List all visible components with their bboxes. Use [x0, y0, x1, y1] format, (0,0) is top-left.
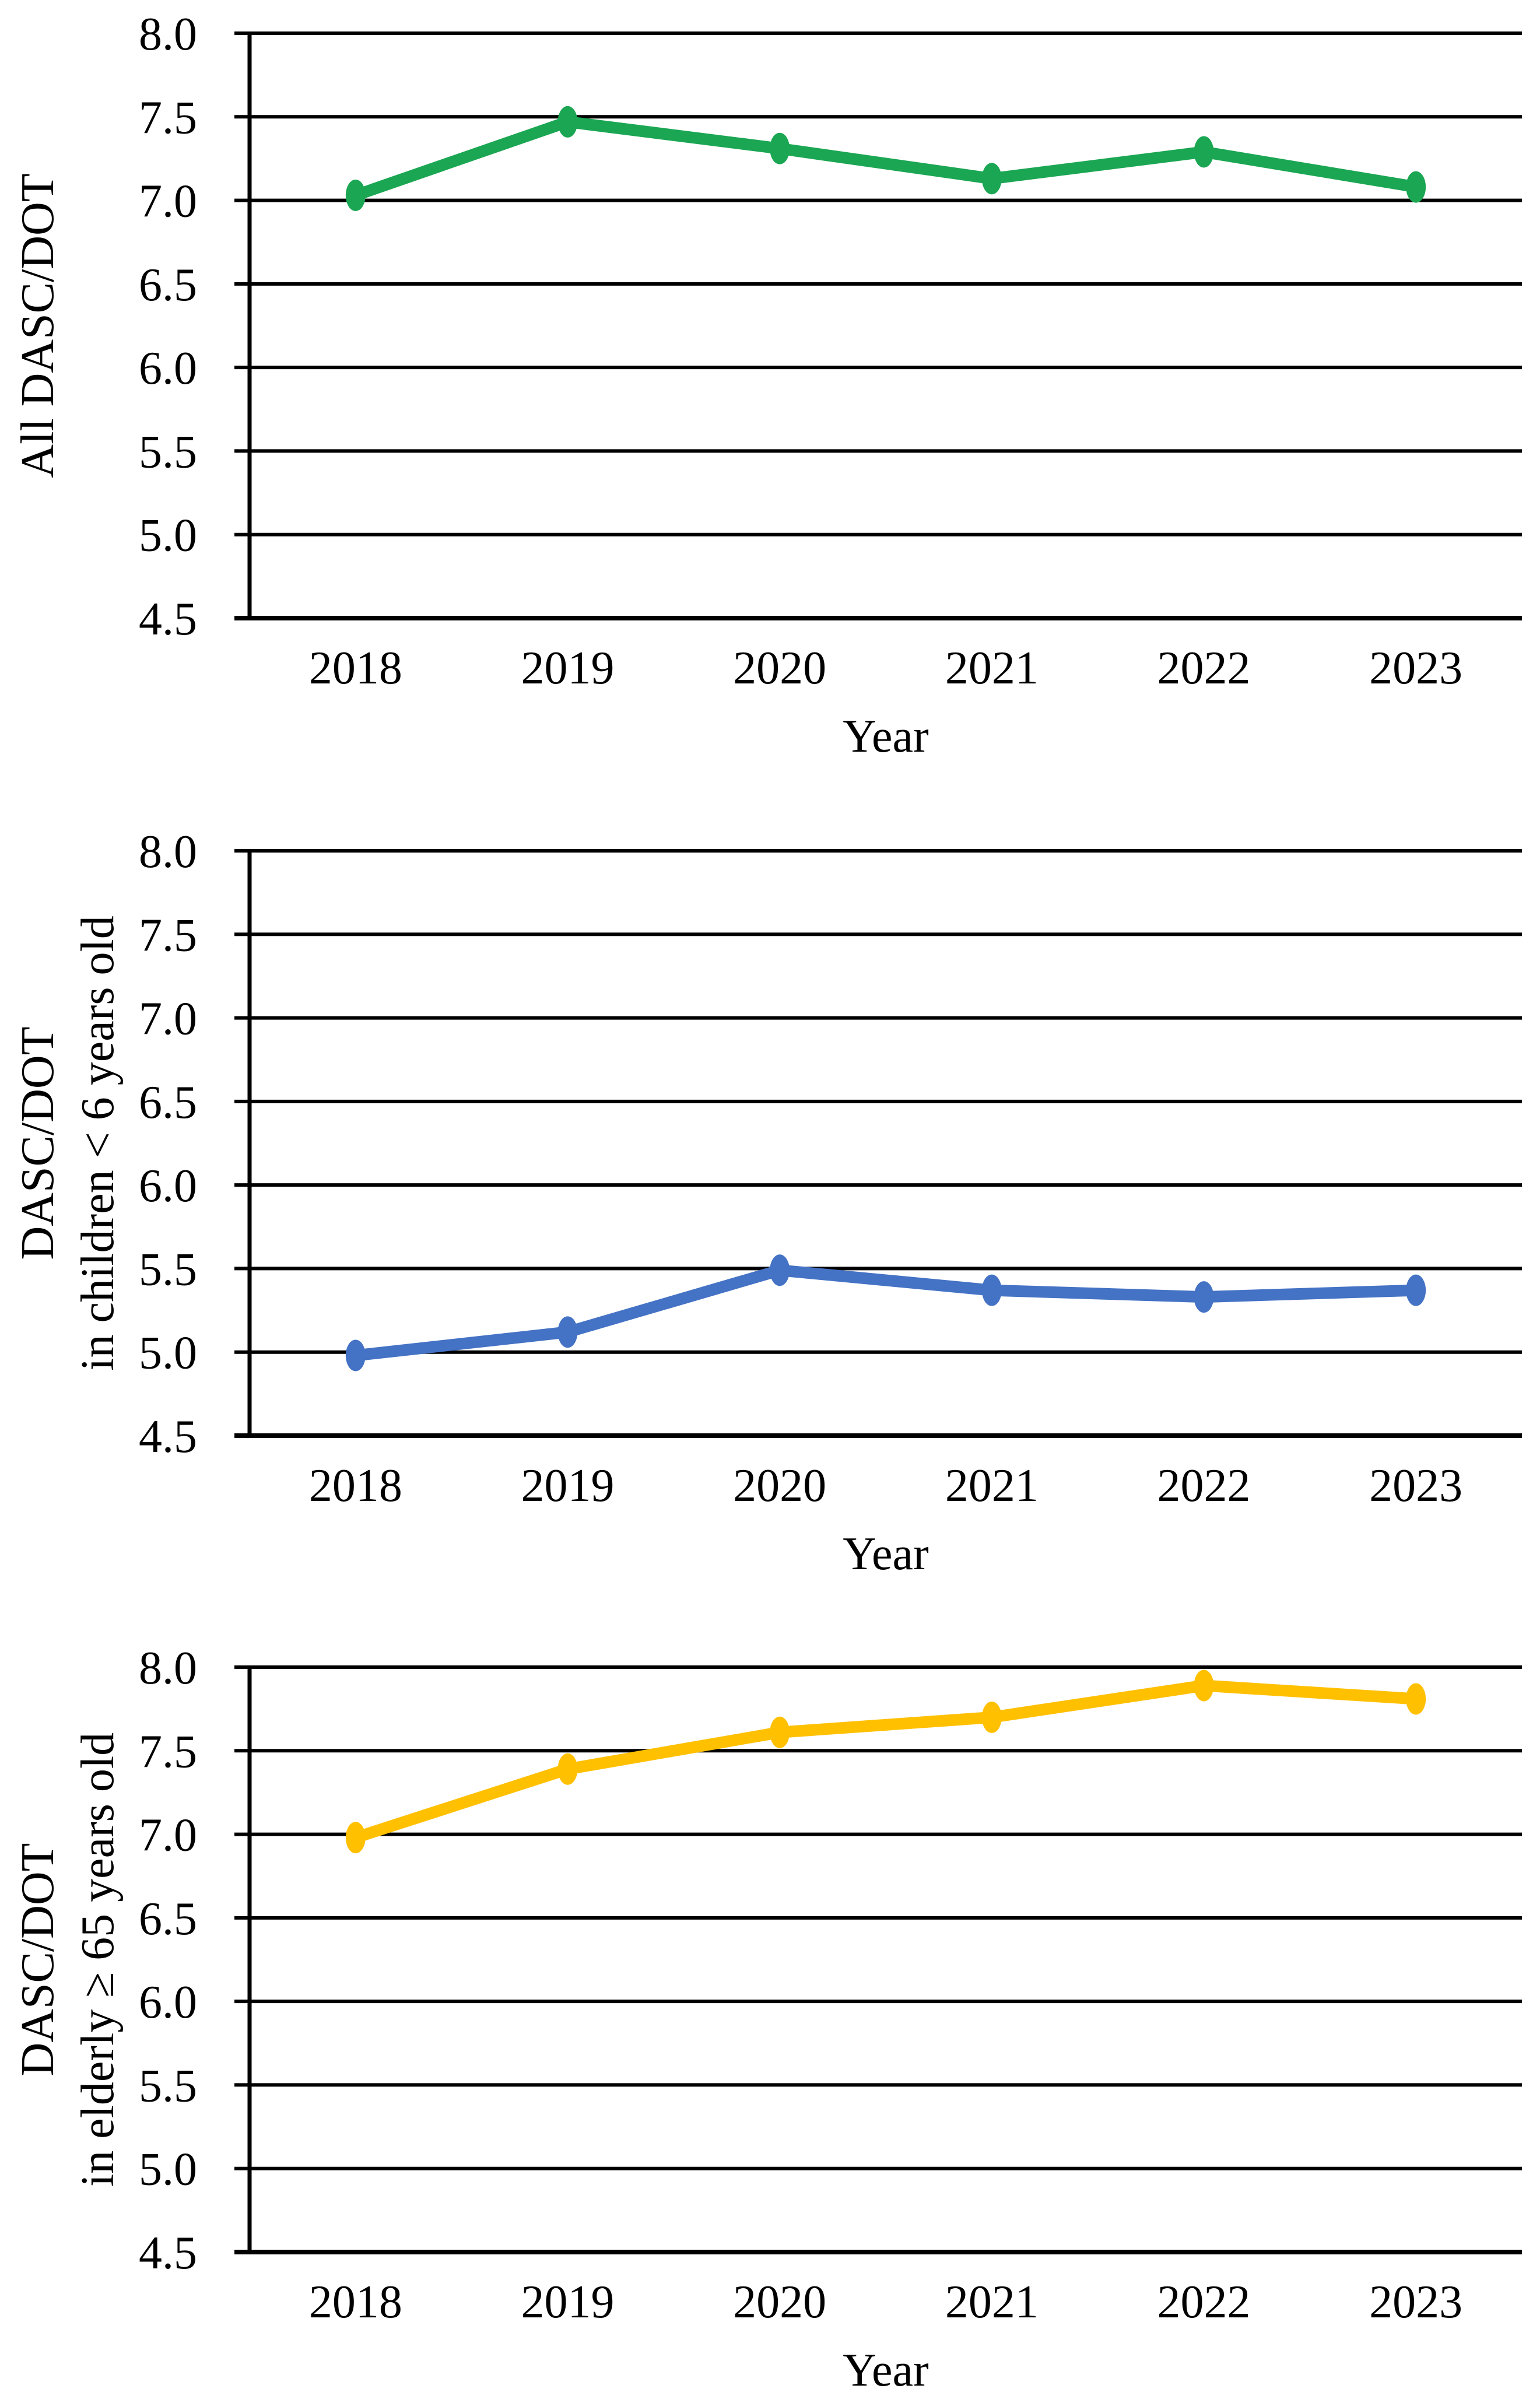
- x-tick-label: 2020: [733, 1460, 826, 1511]
- data-point: [1406, 171, 1426, 203]
- series-line: [349, 1264, 1422, 1362]
- x-axis-title: Year: [843, 711, 928, 762]
- x-tick-label: 2020: [733, 2277, 826, 2328]
- y-tick-label: 5.5: [139, 2060, 197, 2112]
- y-tick-label: 7.5: [139, 910, 197, 961]
- y-tick-label: 4.5: [139, 2228, 197, 2279]
- x-tick-label: 2018: [309, 2277, 402, 2328]
- x-tick-label: 2022: [1157, 1460, 1251, 1511]
- chart-all-dasc-dot: 8.0 7.5 7.0 6.5 6.0 5.5 5.0 4.5 2018 2019 2020 2021…: [0, 0, 1540, 770]
- data-point: [1406, 1683, 1426, 1715]
- y-axis-title-line-1: DASC/DOT: [12, 1026, 64, 1260]
- chart-all-canvas: 8.0 7.5 7.0 6.5 6.0 5.5 5.0 4.5 2018 2019 2020 2021…: [12, 9, 1522, 762]
- data-point: [557, 106, 578, 138]
- y-axis-title-line-2: in elderly ≥ 65 years old: [72, 1732, 124, 2187]
- x-tick-label: 2018: [309, 643, 402, 694]
- x-tick-label: 2020: [733, 643, 826, 694]
- y-tick-label: 7.0: [139, 1810, 197, 1861]
- y-tick-label: 5.0: [139, 2144, 197, 2195]
- x-axis-title: Year: [843, 1528, 928, 1580]
- data-point: [981, 163, 1002, 195]
- data-point: [557, 1753, 578, 1785]
- y-tick-label: 6.0: [139, 343, 197, 394]
- data-point: [345, 1822, 366, 1854]
- data-point: [770, 132, 790, 164]
- x-tick-label: 2023: [1369, 2277, 1462, 2328]
- y-tick-label: 5.0: [139, 510, 197, 562]
- y-tick-label: 5.0: [139, 1328, 197, 1379]
- data-point: [981, 1701, 1002, 1733]
- y-tick-label: 5.5: [139, 1244, 197, 1295]
- y-tick-label: 6.0: [139, 1160, 197, 1212]
- y-tick-label: 7.5: [139, 92, 197, 143]
- y-tick-label: 7.0: [139, 994, 197, 1045]
- series-line: [349, 1679, 1422, 1844]
- y-tick-label: 5.5: [139, 426, 197, 478]
- chart-children-dasc-dot: 8.0 7.5 7.0 6.5 6.0 5.5 5.0 4.5 2018 2019 2020 2021…: [0, 770, 1540, 1586]
- x-tick-label: 2023: [1369, 643, 1462, 694]
- y-tick-label: 7.0: [139, 176, 197, 227]
- data-point: [345, 179, 366, 211]
- y-tick-label: 6.0: [139, 1977, 197, 2028]
- x-tick-label: 2022: [1157, 643, 1251, 694]
- x-axis-title: Year: [843, 2345, 928, 2396]
- chart-elderly-canvas: 8.0 7.5 7.0 6.5 6.0 5.5 5.0 4.5 2018 2019 2020 2021…: [12, 1643, 1522, 2396]
- data-point: [770, 1254, 790, 1286]
- y-tick-label: 4.5: [139, 594, 197, 645]
- y-tick-label: 6.5: [139, 1893, 197, 1945]
- y-tick-label: 6.5: [139, 1077, 197, 1128]
- y-tick-label: 4.5: [139, 1411, 197, 1462]
- data-point: [1406, 1274, 1426, 1306]
- y-axis-title: All DASC/DOT: [12, 173, 64, 478]
- x-tick-label: 2018: [309, 1460, 402, 1511]
- y-axis-title-line-2: in children < 6 years old: [72, 916, 124, 1370]
- y-axis-title-line-1: DASC/DOT: [12, 1843, 64, 2076]
- chart-children-canvas: 8.0 7.5 7.0 6.5 6.0 5.5 5.0 4.5 2018 2019 2020 2021…: [12, 826, 1522, 1580]
- data-point: [557, 1316, 578, 1348]
- x-tick-label: 2022: [1157, 2277, 1251, 2328]
- x-tick-label: 2019: [521, 2277, 615, 2328]
- data-point: [1194, 1281, 1214, 1313]
- data-point: [770, 1716, 790, 1748]
- y-tick-label: 8.0: [139, 826, 197, 878]
- x-tick-label: 2019: [521, 1460, 615, 1511]
- data-point: [345, 1339, 366, 1372]
- y-tick-label: 8.0: [139, 1643, 197, 1694]
- data-point: [981, 1274, 1002, 1306]
- x-tick-label: 2021: [945, 2277, 1039, 2328]
- x-tick-label: 2019: [521, 643, 615, 694]
- x-tick-label: 2021: [945, 1460, 1039, 1511]
- x-tick-label: 2021: [945, 643, 1039, 694]
- series-line: [349, 115, 1422, 201]
- y-tick-label: 7.5: [139, 1726, 197, 1777]
- data-point: [1194, 136, 1214, 168]
- y-tick-label: 6.5: [139, 259, 197, 311]
- y-tick-label: 8.0: [139, 9, 197, 60]
- x-tick-label: 2023: [1369, 1460, 1462, 1511]
- chart-elderly-dasc-dot: 8.0 7.5 7.0 6.5 6.0 5.5 5.0 4.5 2018 2019 2020 2021…: [0, 1586, 1540, 2406]
- data-point: [1194, 1670, 1214, 1702]
